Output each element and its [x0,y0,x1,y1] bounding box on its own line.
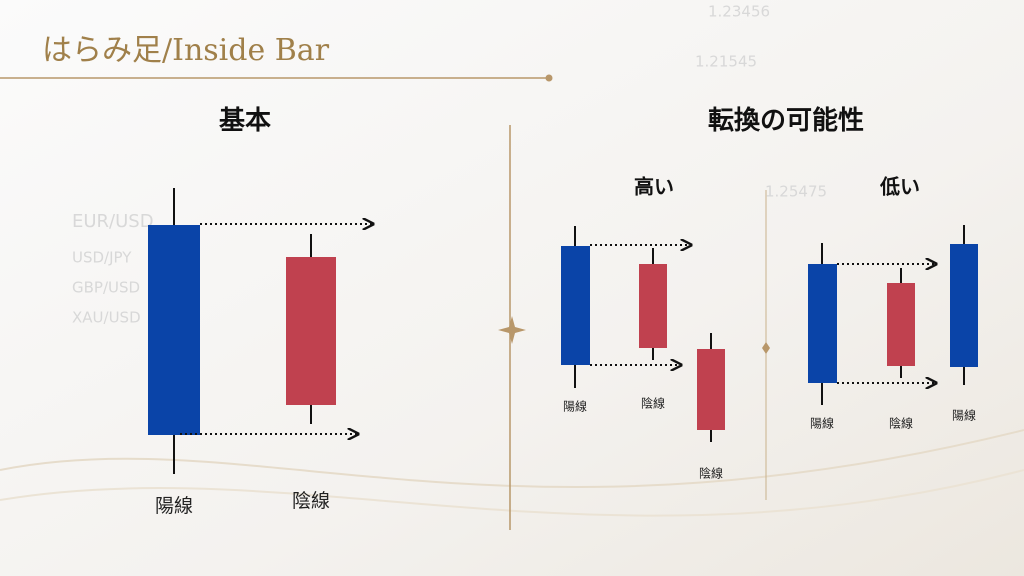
candle-label: 陰線 [699,466,723,481]
candle-label: 陽線 [155,495,193,517]
heading: 転換の可能性 [708,105,864,136]
subheading: 低い [879,175,920,199]
deco-curve [0,469,1024,517]
candle-label: 陰線 [641,396,665,411]
candle-label: 陽線 [810,416,834,431]
candle-label: 陽線 [952,408,976,423]
ornament [762,342,770,354]
rule-dot [545,74,553,82]
heading: 基本 [219,106,271,136]
basic-candles [148,188,372,474]
candle-label: 陰線 [889,416,913,431]
bg-label: USD/JPY [72,249,132,267]
sparkle [498,316,526,344]
bg-label: EUR/USD [72,211,154,232]
bg-label: XAU/USD [72,309,141,327]
bg-label: 1.23456 [708,3,770,21]
low-candles [808,225,978,405]
bg-label: 1.21545 [695,53,757,71]
high-candles [561,226,725,442]
candle-label: 陽線 [563,399,587,414]
bg-label: GBP/USD [72,279,140,297]
bg-label: 1.25475 [765,183,827,201]
title: はらみ足/Inside Bar [42,33,330,68]
deco-curve [0,429,1024,489]
candle-label: 陰線 [292,490,330,512]
subheading: 高い [634,175,674,199]
